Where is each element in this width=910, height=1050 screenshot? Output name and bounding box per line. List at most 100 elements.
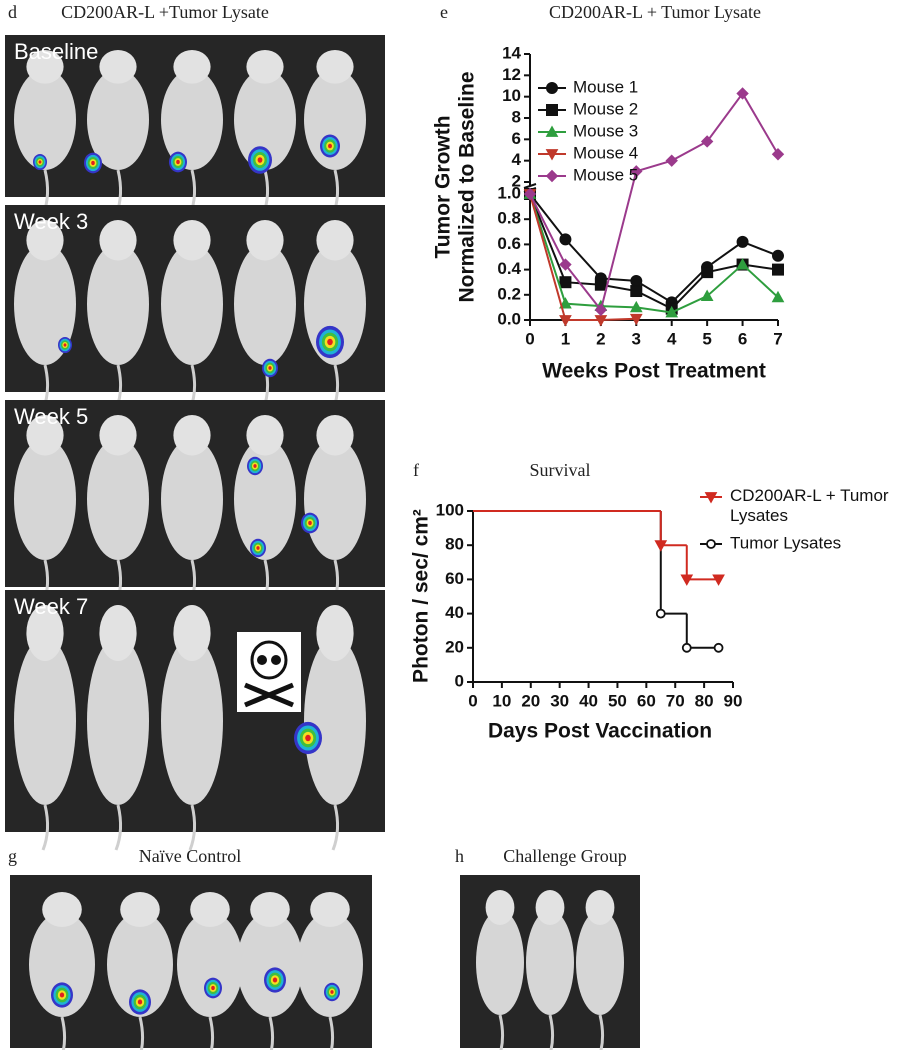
mouse-tail [548,1014,555,1050]
x-tick-label: 50 [608,691,627,710]
y-tick-label: 0.4 [497,259,521,278]
mouse-head [173,605,211,661]
x-tick-label: 10 [492,691,511,710]
mouse-head [316,415,354,456]
skull-eye [257,655,267,665]
mouse-body [161,243,223,365]
mouse-body [87,69,149,170]
marker [706,539,716,549]
mouse-head [316,605,354,661]
series-line [529,193,779,304]
legend-label: Mouse 1 [573,77,638,96]
y-tick-label: 40 [445,603,464,622]
mouse-body [87,637,149,805]
y-tick-label: 0 [455,671,464,690]
mouse-head [99,415,137,456]
mouse-body [234,438,296,560]
y-tick-label: 6 [512,129,521,148]
x-tick-label: 0 [468,691,477,710]
mouse-body [107,912,173,1017]
mouse-head [99,605,137,661]
y-tick-label: 8 [512,107,521,126]
marker [654,540,668,552]
marker [736,235,749,248]
y-tick-label: 60 [445,569,464,588]
marker [545,149,559,161]
panel-title: Challenge Group [503,846,626,866]
mouse-head [173,50,211,84]
mouse-head [246,220,284,261]
marker [681,642,692,653]
mouse-body [476,910,524,1015]
mouse-body [161,69,223,170]
mouse-body [29,912,95,1017]
legend-label: Mouse 4 [573,143,638,162]
mouse-tail [114,804,123,851]
x-tick-label: 20 [521,691,540,710]
signal [308,520,312,526]
y-tick-label: 0.6 [497,234,521,253]
signal [253,464,257,468]
y-tick-label: 12 [502,65,521,84]
marker [559,297,572,309]
mouse-body [526,910,574,1015]
signal [211,985,215,991]
marker [546,104,558,116]
mouse-body [87,438,149,560]
mouse-body [234,69,296,170]
x-axis-title: Weeks Post Treatment [542,360,766,383]
chart-title: CD200AR-L + Tumor Lysate [549,2,761,22]
crossbones [244,682,294,708]
y-tick-label: 2 [512,171,521,190]
mouse-head [173,415,211,456]
y-tick-label: 0.2 [497,284,521,303]
mouse-body [87,243,149,365]
signal [328,143,332,149]
signal [330,990,334,994]
mouse-tail [328,1016,335,1050]
x-tick-label: 5 [702,329,711,348]
signal [59,992,65,998]
panel-label: e [440,2,448,22]
marker [594,303,608,317]
signal [268,366,272,370]
mouse-body [14,637,76,805]
x-tick-label: 2 [596,329,605,348]
marker [559,276,572,289]
photo-label: Baseline [14,39,98,64]
mouse-head [535,890,565,925]
photo-label: Week 3 [14,209,88,234]
panel-title: CD200AR-L +Tumor Lysate [61,2,269,22]
mouse-head [42,892,82,927]
x-tick-label: 4 [667,329,677,348]
series-line [529,193,779,314]
marker [713,642,724,653]
x-tick-label: 70 [666,691,685,710]
marker [736,87,749,100]
x-tick-label: 1 [561,329,570,348]
x-axis-title: Days Post Vaccination [488,720,712,743]
signal [257,157,263,163]
mouse-head [99,50,137,84]
legend-label: CD200AR-L + Tumor Lysates [730,486,889,525]
y-tick-label: 4 [512,150,522,169]
y-tick-label: 80 [445,535,464,554]
legend-label: Mouse 2 [573,99,638,118]
mouse-tail [138,1016,145,1050]
x-tick-label: 0 [525,329,534,348]
y-axis-title: Normalized to Baseline [456,71,479,302]
mouse-head [26,605,64,661]
y-tick-label: 1.0 [497,183,521,202]
mouse-body [177,912,243,1017]
signal [38,160,42,164]
marker [736,258,749,270]
skull-eye [271,655,281,665]
marker [594,278,607,291]
marker [700,135,714,148]
marker [704,492,718,504]
y-tick-label: 0.8 [497,209,521,228]
mouse-head [246,50,284,84]
signal [327,338,333,346]
mouse-head [585,890,615,925]
